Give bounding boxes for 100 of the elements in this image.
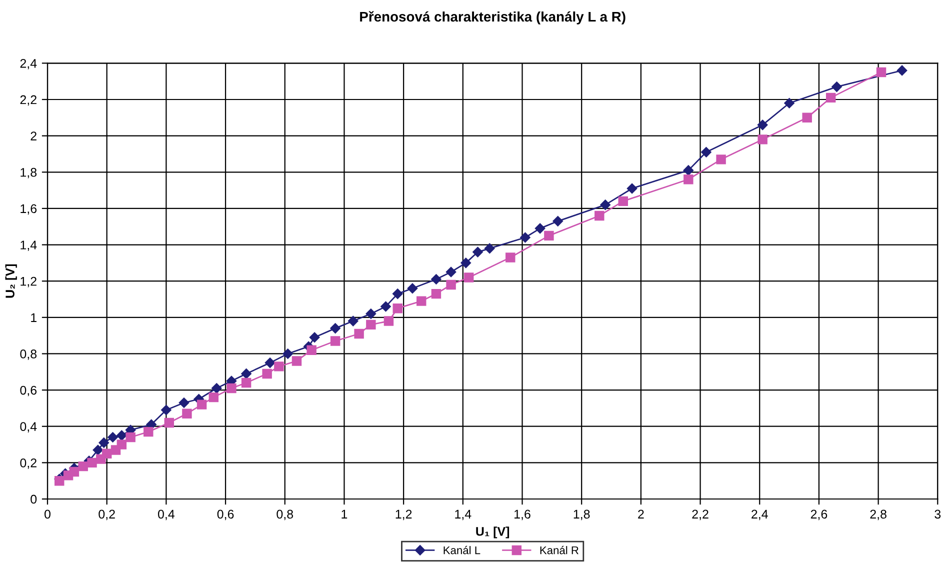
- point: [534, 223, 546, 234]
- y-tick-label: 0,6: [20, 386, 37, 396]
- y-tick-label: 0,8: [20, 350, 37, 360]
- point: [241, 368, 252, 379]
- point: [392, 303, 402, 314]
- point: [264, 358, 276, 368]
- point: [274, 362, 284, 372]
- point: [431, 274, 442, 284]
- point: [716, 154, 726, 164]
- point: [380, 301, 391, 312]
- x-axis-title: U₁ [V]: [476, 526, 510, 538]
- point: [108, 432, 118, 442]
- point: [366, 308, 376, 319]
- point: [392, 288, 403, 299]
- point: [484, 243, 495, 254]
- point: [460, 258, 471, 268]
- point: [226, 383, 236, 394]
- point: [802, 112, 812, 123]
- point: [600, 200, 610, 210]
- x-tick-label: 0,4: [158, 510, 175, 520]
- point: [309, 332, 320, 342]
- point: [348, 316, 358, 326]
- x-tick-label: 3: [934, 510, 941, 519]
- y-tick-label: 0,4: [20, 422, 37, 432]
- point: [472, 246, 483, 258]
- point: [416, 296, 426, 306]
- x-tick-label: 2,4: [752, 510, 768, 520]
- x-tick-label: 0,6: [217, 510, 234, 520]
- x-tick-label: 1,8: [574, 510, 590, 520]
- x-tick-label: 0,8: [276, 510, 294, 520]
- point: [384, 316, 394, 326]
- point: [431, 288, 442, 299]
- legend-label: Kanál R: [540, 546, 578, 554]
- x-tick-label: 1: [342, 510, 348, 518]
- point: [98, 438, 109, 448]
- point: [292, 356, 302, 366]
- x-tick-label: 1,6: [514, 510, 530, 520]
- y-tick-label: 0,2: [20, 458, 36, 469]
- y-tick-label: 2: [30, 132, 36, 140]
- x-tick-label: 2,2: [692, 510, 708, 520]
- x-tick-label: 2,8: [870, 510, 886, 520]
- point: [618, 196, 628, 206]
- point: [683, 165, 694, 176]
- point: [446, 280, 456, 290]
- point: [366, 320, 376, 330]
- y-tick-label: 1,4: [20, 240, 37, 251]
- point: [876, 67, 886, 78]
- point: [407, 283, 418, 294]
- point: [87, 458, 97, 468]
- point: [520, 232, 530, 243]
- point: [626, 183, 638, 194]
- point: [161, 404, 172, 416]
- point: [241, 378, 252, 388]
- point: [446, 266, 456, 278]
- point: [594, 210, 604, 221]
- point: [330, 323, 340, 334]
- point: [182, 408, 192, 419]
- y-tick-label: 1: [31, 313, 36, 322]
- point: [896, 65, 908, 76]
- point: [282, 348, 293, 359]
- y-tick-label: 1,8: [20, 168, 37, 178]
- chart-title: Přenosová charakteristika (kanály L a R): [360, 11, 626, 24]
- point: [116, 430, 127, 441]
- point: [126, 432, 136, 442]
- point: [464, 272, 474, 282]
- point: [701, 147, 712, 158]
- point: [69, 466, 80, 477]
- point: [262, 368, 272, 379]
- y-tick-label: 0: [30, 494, 37, 504]
- point: [196, 400, 207, 410]
- point: [544, 230, 554, 241]
- point: [144, 426, 154, 437]
- y-tick-label: 1,2: [20, 276, 36, 288]
- point: [92, 444, 104, 456]
- point: [102, 448, 112, 458]
- point: [552, 216, 563, 226]
- point: [178, 398, 190, 408]
- point: [306, 345, 316, 355]
- y-tick-label: 2,4: [20, 58, 37, 70]
- point: [826, 92, 836, 103]
- point: [784, 98, 794, 108]
- point: [164, 418, 174, 428]
- y-tick-label: 2,2: [20, 95, 36, 106]
- x-tick-label: 1,2: [396, 510, 412, 520]
- point: [757, 120, 768, 130]
- point: [146, 419, 156, 430]
- x-tick-label: 2,6: [810, 510, 828, 520]
- point: [330, 336, 340, 346]
- y-tick-label: 1,6: [20, 204, 37, 215]
- x-tick-label: 0: [44, 510, 50, 519]
- point: [212, 383, 222, 394]
- x-tick-label: 2: [638, 510, 644, 518]
- point: [78, 461, 88, 472]
- point: [354, 328, 364, 339]
- point: [506, 252, 516, 262]
- legend-label: Kanál L: [444, 546, 480, 554]
- point: [684, 174, 694, 184]
- point: [832, 82, 842, 92]
- point: [758, 134, 768, 144]
- x-tick-label: 0,2: [98, 510, 115, 520]
